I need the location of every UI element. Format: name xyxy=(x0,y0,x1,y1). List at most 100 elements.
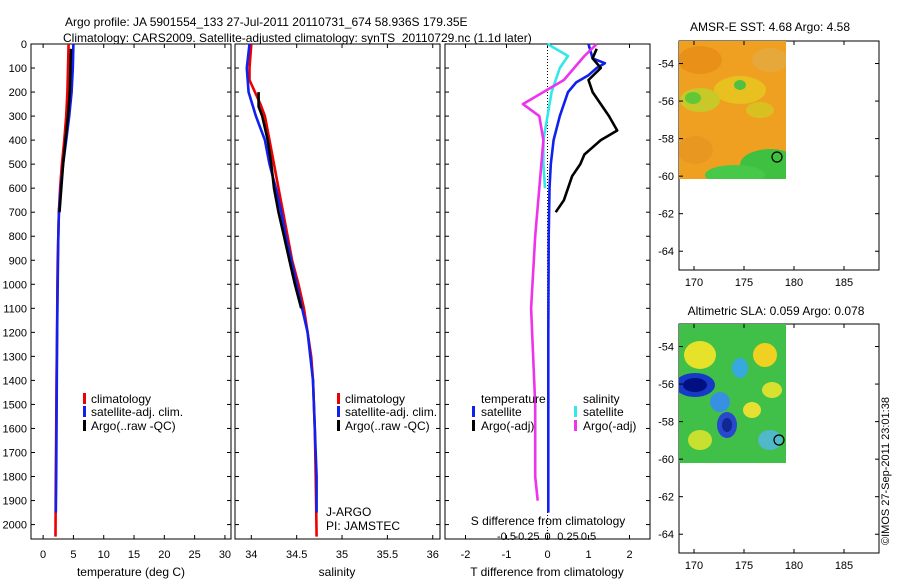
map-y-tick-label: -56 xyxy=(658,96,674,108)
s-difference-axis-label: S difference from climatology xyxy=(471,514,626,528)
salinity-legend: climatology satellite-adj. clim. Argo(..… xyxy=(337,392,437,433)
sst-cool-spot xyxy=(734,80,746,90)
series-line-argo-raw-qc xyxy=(257,92,303,309)
temperature-legend: climatology satellite-adj. clim. Argo(..… xyxy=(83,392,183,433)
depth-tick-label: 0 xyxy=(21,39,27,51)
series-line-argo-adj xyxy=(554,48,619,213)
sla-map-axes: 170 175 180 185 -54 -56 -58 -60 -62 -64 xyxy=(658,324,879,572)
depth-tick-label: 100 xyxy=(9,63,27,75)
x-tick-label: 30 xyxy=(219,549,231,561)
salinity-plot: 34 34.5 35 35.5 36 xyxy=(245,43,439,561)
map-y-tick-label: -62 xyxy=(658,209,674,221)
legend-swatch-climatology xyxy=(337,393,340,404)
legend-swatch-argo xyxy=(83,420,86,431)
depth-tick-label: 1600 xyxy=(3,423,27,435)
map-y-tick-label: -58 xyxy=(658,417,674,429)
series-line-satellite-adj-clim xyxy=(54,43,75,513)
map-y-tick-label: -60 xyxy=(658,171,674,183)
series-line-satellite xyxy=(546,43,607,513)
x-tick-label: 0 xyxy=(40,549,46,561)
depth-tick-label: 1400 xyxy=(3,375,27,387)
legend-label-argo: Argo(..raw -QC) xyxy=(345,419,430,433)
legend-label-s-argo: Argo(-adj) xyxy=(583,419,636,433)
sst-warm-patch xyxy=(679,136,713,164)
legend-label-climatology: climatology xyxy=(91,392,151,406)
depth-axis: 0 100 200 300 400 500 600 700 800 900 1000 1100 1200… xyxy=(3,39,650,532)
legend-heading-temperature: temperature xyxy=(481,392,546,406)
map-y-tick-label: -64 xyxy=(658,246,674,258)
depth-tick-label: 1500 xyxy=(3,399,27,411)
x-tick-label: 1 xyxy=(585,549,591,561)
temperature-plot: 0 5 10 15 20 25 30 xyxy=(40,43,231,561)
depth-tick-label: 500 xyxy=(9,159,27,171)
sla-high-patch xyxy=(753,343,777,367)
legend-swatch-climatology xyxy=(83,393,86,404)
depth-tick-label: 1000 xyxy=(3,279,27,291)
temperature-panel-frame xyxy=(30,43,232,540)
depth-tick-label: 600 xyxy=(9,183,27,195)
map-x-tick-label: 170 xyxy=(685,277,703,289)
map-y-tick-label: -54 xyxy=(658,342,674,354)
depth-tick-label: 1800 xyxy=(3,472,27,484)
legend-label-climatology: climatology xyxy=(345,392,405,406)
difference-legend: temperature salinity satellite Argo(-adj… xyxy=(472,392,636,433)
map-y-tick-label: -58 xyxy=(658,134,674,146)
depth-tick-label: 200 xyxy=(9,87,27,99)
sst-warm-patch xyxy=(752,48,786,72)
salinity-annotation-jargo: J-ARGO xyxy=(326,505,371,519)
map-y-tick-label: -54 xyxy=(658,59,674,71)
salinity-panel-frame xyxy=(234,43,441,540)
depth-tick-label: 800 xyxy=(9,231,27,243)
sst-warm-patch xyxy=(679,46,722,74)
map-x-tick-label: 175 xyxy=(735,277,753,289)
salinity-annotation-pi: PI: JAMSTEC xyxy=(326,519,400,533)
legend-swatch-satellite xyxy=(83,406,86,417)
s-tick-label: 0 xyxy=(544,531,550,543)
legend-swatch-s-argo xyxy=(574,420,577,431)
sst-yellow-patch xyxy=(746,102,774,118)
legend-label-t-argo: Argo(-adj) xyxy=(481,419,534,433)
x-tick-label: 35 xyxy=(336,549,348,561)
map-y-tick-label: -60 xyxy=(658,454,674,466)
legend-label-argo: Argo(..raw -QC) xyxy=(91,419,176,433)
depth-tick-label: 1200 xyxy=(3,327,27,339)
legend-label-s-satellite: satellite xyxy=(583,405,624,419)
difference-plot: -2 -1 0 1 2 -0.5-0.25 0 0.25 0.5 xyxy=(461,42,633,561)
x-tick-label: 34 xyxy=(245,549,257,561)
map-y-tick-label: -64 xyxy=(658,529,674,541)
s-tick-label: 0.25 xyxy=(557,531,578,543)
x-tick-label: 5 xyxy=(70,549,76,561)
legend-swatch-argo xyxy=(337,420,340,431)
temperature-axis-label: temperature (deg C) xyxy=(77,565,185,579)
map-x-tick-label: 180 xyxy=(785,560,803,572)
s-tick-label: 0.5 xyxy=(581,531,596,543)
sla-high-patch xyxy=(684,341,716,369)
depth-tick-label: 900 xyxy=(9,255,27,267)
map-y-tick-label: -56 xyxy=(658,379,674,391)
x-tick-label: -1 xyxy=(502,549,512,561)
legend-swatch-s-satellite xyxy=(574,406,577,417)
depth-tick-label: 1300 xyxy=(3,351,27,363)
figure-title-line1: Argo profile: JA 5901554_133 27-Jul-2011… xyxy=(65,15,468,29)
t-difference-axis-label: T difference from climatology xyxy=(470,565,624,579)
sla-high-patch xyxy=(762,382,782,398)
map-y-tick-label: -62 xyxy=(658,492,674,504)
sla-low-patch xyxy=(732,358,748,378)
depth-tick-label: 400 xyxy=(9,135,27,147)
x-tick-label: 20 xyxy=(158,549,170,561)
legend-heading-salinity: salinity xyxy=(583,392,620,406)
s-tick-label: -0.25 xyxy=(514,531,539,543)
depth-tick-label: 300 xyxy=(9,111,27,123)
x-tick-label: 0 xyxy=(544,549,550,561)
legend-swatch-t-satellite xyxy=(472,406,475,417)
sst-cool-patch xyxy=(705,165,765,179)
sla-map-title: Altimetric SLA: 0.059 Argo: 0.078 xyxy=(688,304,865,318)
legend-label-satellite: satellite-adj. clim. xyxy=(345,405,437,419)
depth-tick-label: 700 xyxy=(9,207,27,219)
sst-map-title: AMSR-E SST: 4.68 Argo: 4.58 xyxy=(690,20,850,34)
x-tick-label: 34.5 xyxy=(286,549,307,561)
x-tick-label: 10 xyxy=(98,549,110,561)
series-line-satellite-adj-clim xyxy=(245,43,318,513)
map-x-tick-label: 185 xyxy=(835,560,853,572)
